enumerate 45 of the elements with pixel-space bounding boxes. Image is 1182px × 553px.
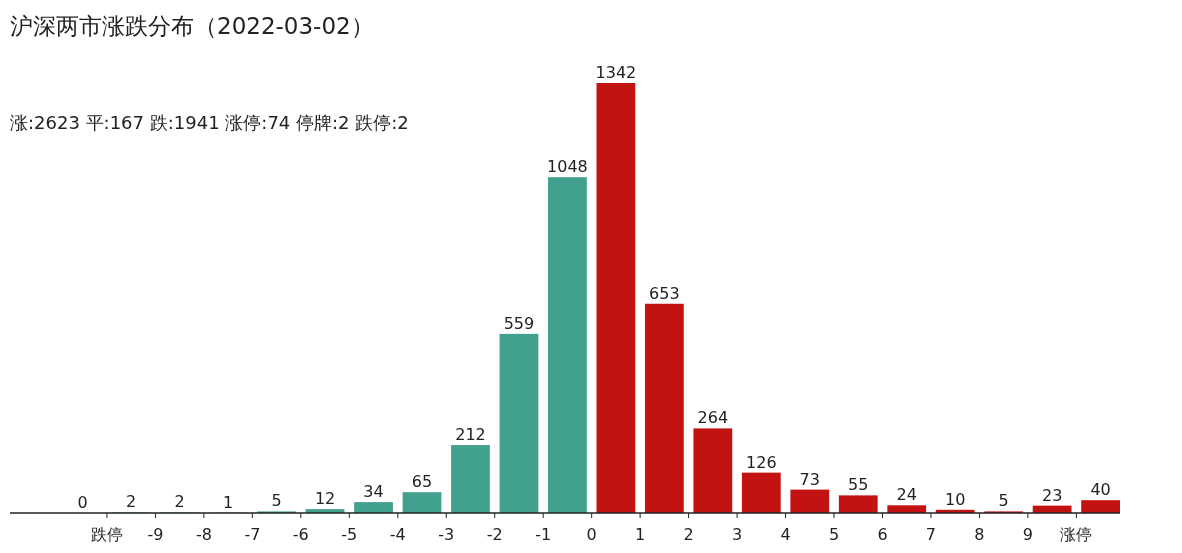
x-tick-label: -7 — [244, 525, 261, 544]
x-tick-label: -2 — [486, 525, 503, 544]
x-tick-label: -1 — [535, 525, 552, 544]
x-tick-label: -5 — [341, 525, 358, 544]
data-label: 212 — [455, 425, 486, 445]
data-label: 5 — [998, 491, 1009, 511]
data-label: 126 — [746, 452, 777, 472]
data-label: 264 — [697, 408, 729, 428]
data-label: 23 — [1041, 485, 1063, 505]
x-tick-label: -3 — [438, 525, 455, 544]
data-label: 559 — [503, 313, 535, 333]
data-label: 1342 — [595, 63, 637, 82]
data-label: 0 — [77, 493, 88, 512]
data-label: 5 — [271, 491, 282, 511]
data-label: 1 — [223, 492, 234, 512]
data-label: 12 — [314, 489, 336, 509]
x-tick-label: 9 — [1022, 525, 1033, 544]
x-tick-label: 8 — [974, 525, 985, 544]
data-label: 653 — [649, 283, 680, 303]
x-tick-label: 跌停 — [90, 525, 123, 544]
x-tick-label: 2 — [683, 525, 694, 544]
data-label: 73 — [799, 469, 820, 489]
x-tick-label: -8 — [195, 525, 212, 544]
x-tick-label: 3 — [731, 525, 743, 544]
x-tick-label: -4 — [389, 525, 406, 544]
data-label: 10 — [945, 489, 966, 509]
x-tick-label: 7 — [925, 525, 937, 544]
data-label: 55 — [848, 475, 869, 495]
x-tick-label: 0 — [586, 525, 597, 544]
x-tick-label: -6 — [292, 525, 309, 544]
x-tick-label: 6 — [877, 525, 888, 544]
data-label: 2 — [174, 492, 185, 512]
data-label: 65 — [411, 472, 433, 492]
data-label: 40 — [1090, 480, 1111, 500]
data-label: 24 — [896, 485, 917, 505]
x-tick-label: 1 — [635, 525, 646, 544]
data-label: 34 — [363, 482, 384, 502]
annotation: 涨:2623 平:167 跌:1941 涨停:74 停牌:2 跌停:2 — [10, 112, 409, 133]
x-tick-label: 5 — [828, 525, 840, 544]
x-tick-label: -9 — [147, 525, 164, 544]
data-label: 1048 — [547, 157, 588, 177]
data-label: 2 — [126, 492, 137, 512]
chart-title: 沪深两市涨跌分布（2022-03-02） — [10, 13, 374, 39]
x-tick-label: 涨停 — [1060, 525, 1093, 544]
x-tick-label: 4 — [780, 525, 791, 544]
